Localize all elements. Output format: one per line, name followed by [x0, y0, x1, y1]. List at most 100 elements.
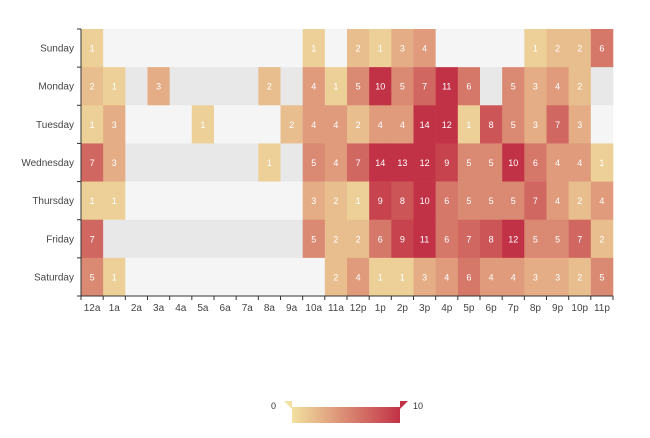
heatmap-cell[interactable] [258, 257, 281, 297]
heatmap-cell[interactable] [435, 219, 459, 259]
heatmap-cell[interactable] [502, 105, 525, 144]
heatmap-cell[interactable] [369, 257, 392, 297]
heatmap-cell[interactable] [103, 143, 126, 182]
heatmap-cell[interactable] [147, 105, 170, 144]
heatmap-cell[interactable] [81, 257, 104, 297]
heatmap-cell[interactable] [524, 143, 547, 182]
heatmap-cell[interactable] [81, 29, 104, 68]
heatmap-cell[interactable] [347, 219, 370, 259]
heatmap-cell[interactable] [147, 181, 170, 221]
heatmap-cell[interactable] [125, 29, 148, 68]
heatmap-cell[interactable] [480, 67, 503, 106]
heatmap-cell[interactable] [302, 29, 326, 68]
heatmap-cell[interactable] [302, 143, 326, 182]
heatmap-cell[interactable] [125, 181, 148, 221]
heatmap-cell[interactable] [546, 105, 569, 144]
heatmap-cell[interactable] [413, 257, 436, 297]
heatmap-cell[interactable] [125, 219, 148, 259]
heatmap-cell[interactable] [214, 257, 237, 297]
heatmap-cell[interactable] [524, 29, 547, 68]
heatmap-cell[interactable] [590, 143, 614, 182]
heatmap-cell[interactable] [413, 181, 436, 221]
heatmap-cell[interactable] [502, 219, 525, 259]
heatmap-cell[interactable] [258, 219, 281, 259]
heatmap-cell[interactable] [147, 143, 170, 182]
heatmap-cell[interactable] [214, 143, 237, 182]
heatmap-cell[interactable] [568, 143, 592, 182]
heatmap-cell[interactable] [480, 143, 503, 182]
heatmap-cell[interactable] [81, 219, 104, 259]
heatmap-cell[interactable] [191, 219, 215, 259]
heatmap-cell[interactable] [125, 143, 148, 182]
heatmap-cell[interactable] [480, 181, 503, 221]
heatmap-cell[interactable] [480, 105, 503, 144]
heatmap-cell[interactable] [480, 219, 503, 259]
heatmap-cell[interactable] [568, 219, 592, 259]
heatmap-cell[interactable] [302, 105, 326, 144]
heatmap-cell[interactable] [81, 181, 104, 221]
heatmap-cell[interactable] [258, 181, 281, 221]
heatmap-cell[interactable] [457, 181, 481, 221]
heatmap-cell[interactable] [191, 181, 215, 221]
heatmap-cell[interactable] [413, 67, 436, 106]
heatmap-cell[interactable] [546, 257, 569, 297]
heatmap-cell[interactable] [391, 29, 414, 68]
heatmap-cell[interactable] [369, 67, 392, 106]
heatmap-cell[interactable] [435, 143, 459, 182]
heatmap-cell[interactable] [280, 143, 303, 182]
heatmap-cell[interactable] [214, 67, 237, 106]
heatmap-cell[interactable] [236, 143, 259, 182]
heatmap-cell[interactable] [391, 105, 414, 144]
heatmap-cell[interactable] [391, 257, 414, 297]
heatmap-cell[interactable] [457, 143, 481, 182]
heatmap-cell[interactable] [214, 29, 237, 68]
heatmap-cell[interactable] [347, 105, 370, 144]
heatmap-cell[interactable] [147, 257, 170, 297]
heatmap-cell[interactable] [103, 181, 126, 221]
heatmap-cell[interactable] [524, 181, 547, 221]
heatmap-cell[interactable] [347, 257, 370, 297]
heatmap-cell[interactable] [391, 181, 414, 221]
heatmap-cell[interactable] [391, 67, 414, 106]
heatmap-cell[interactable] [280, 29, 303, 68]
heatmap-cell[interactable] [169, 105, 193, 144]
heatmap-cell[interactable] [590, 29, 614, 68]
heatmap-cell[interactable] [258, 105, 281, 144]
heatmap-cell[interactable] [347, 67, 370, 106]
heatmap-cell[interactable] [413, 105, 436, 144]
heatmap-cell[interactable] [214, 105, 237, 144]
heatmap-cell[interactable] [568, 29, 592, 68]
heatmap-cell[interactable] [546, 219, 569, 259]
heatmap-cell[interactable] [502, 181, 525, 221]
heatmap-cell[interactable] [568, 257, 592, 297]
heatmap-cell[interactable] [457, 67, 481, 106]
heatmap-cell[interactable] [590, 105, 614, 144]
heatmap-cell[interactable] [369, 143, 392, 182]
heatmap-cell[interactable] [369, 29, 392, 68]
heatmap-cell[interactable] [435, 257, 459, 297]
heatmap-cell[interactable] [546, 143, 569, 182]
heatmap-cell[interactable] [103, 29, 126, 68]
heatmap-cell[interactable] [324, 143, 348, 182]
heatmap-cell[interactable] [236, 67, 259, 106]
heatmap-cell[interactable] [236, 257, 259, 297]
heatmap-cell[interactable] [546, 181, 569, 221]
heatmap-cell[interactable] [457, 257, 481, 297]
heatmap-cell[interactable] [191, 29, 215, 68]
heatmap-cell[interactable] [169, 219, 193, 259]
heatmap-cell[interactable] [590, 67, 614, 106]
heatmap-cell[interactable] [546, 67, 569, 106]
heatmap-cell[interactable] [103, 257, 126, 297]
heatmap-cell[interactable] [280, 257, 303, 297]
heatmap-cell[interactable] [302, 257, 326, 297]
heatmap-cell[interactable] [568, 67, 592, 106]
heatmap-cell[interactable] [302, 67, 326, 106]
heatmap-cell[interactable] [191, 257, 215, 297]
heatmap-cell[interactable] [125, 105, 148, 144]
heatmap-cell[interactable] [103, 67, 126, 106]
heatmap-cell[interactable] [103, 105, 126, 144]
heatmap-cell[interactable] [524, 105, 547, 144]
heatmap-cell[interactable] [324, 219, 348, 259]
visual-map-min-handle[interactable] [284, 401, 292, 409]
heatmap-cell[interactable] [214, 181, 237, 221]
